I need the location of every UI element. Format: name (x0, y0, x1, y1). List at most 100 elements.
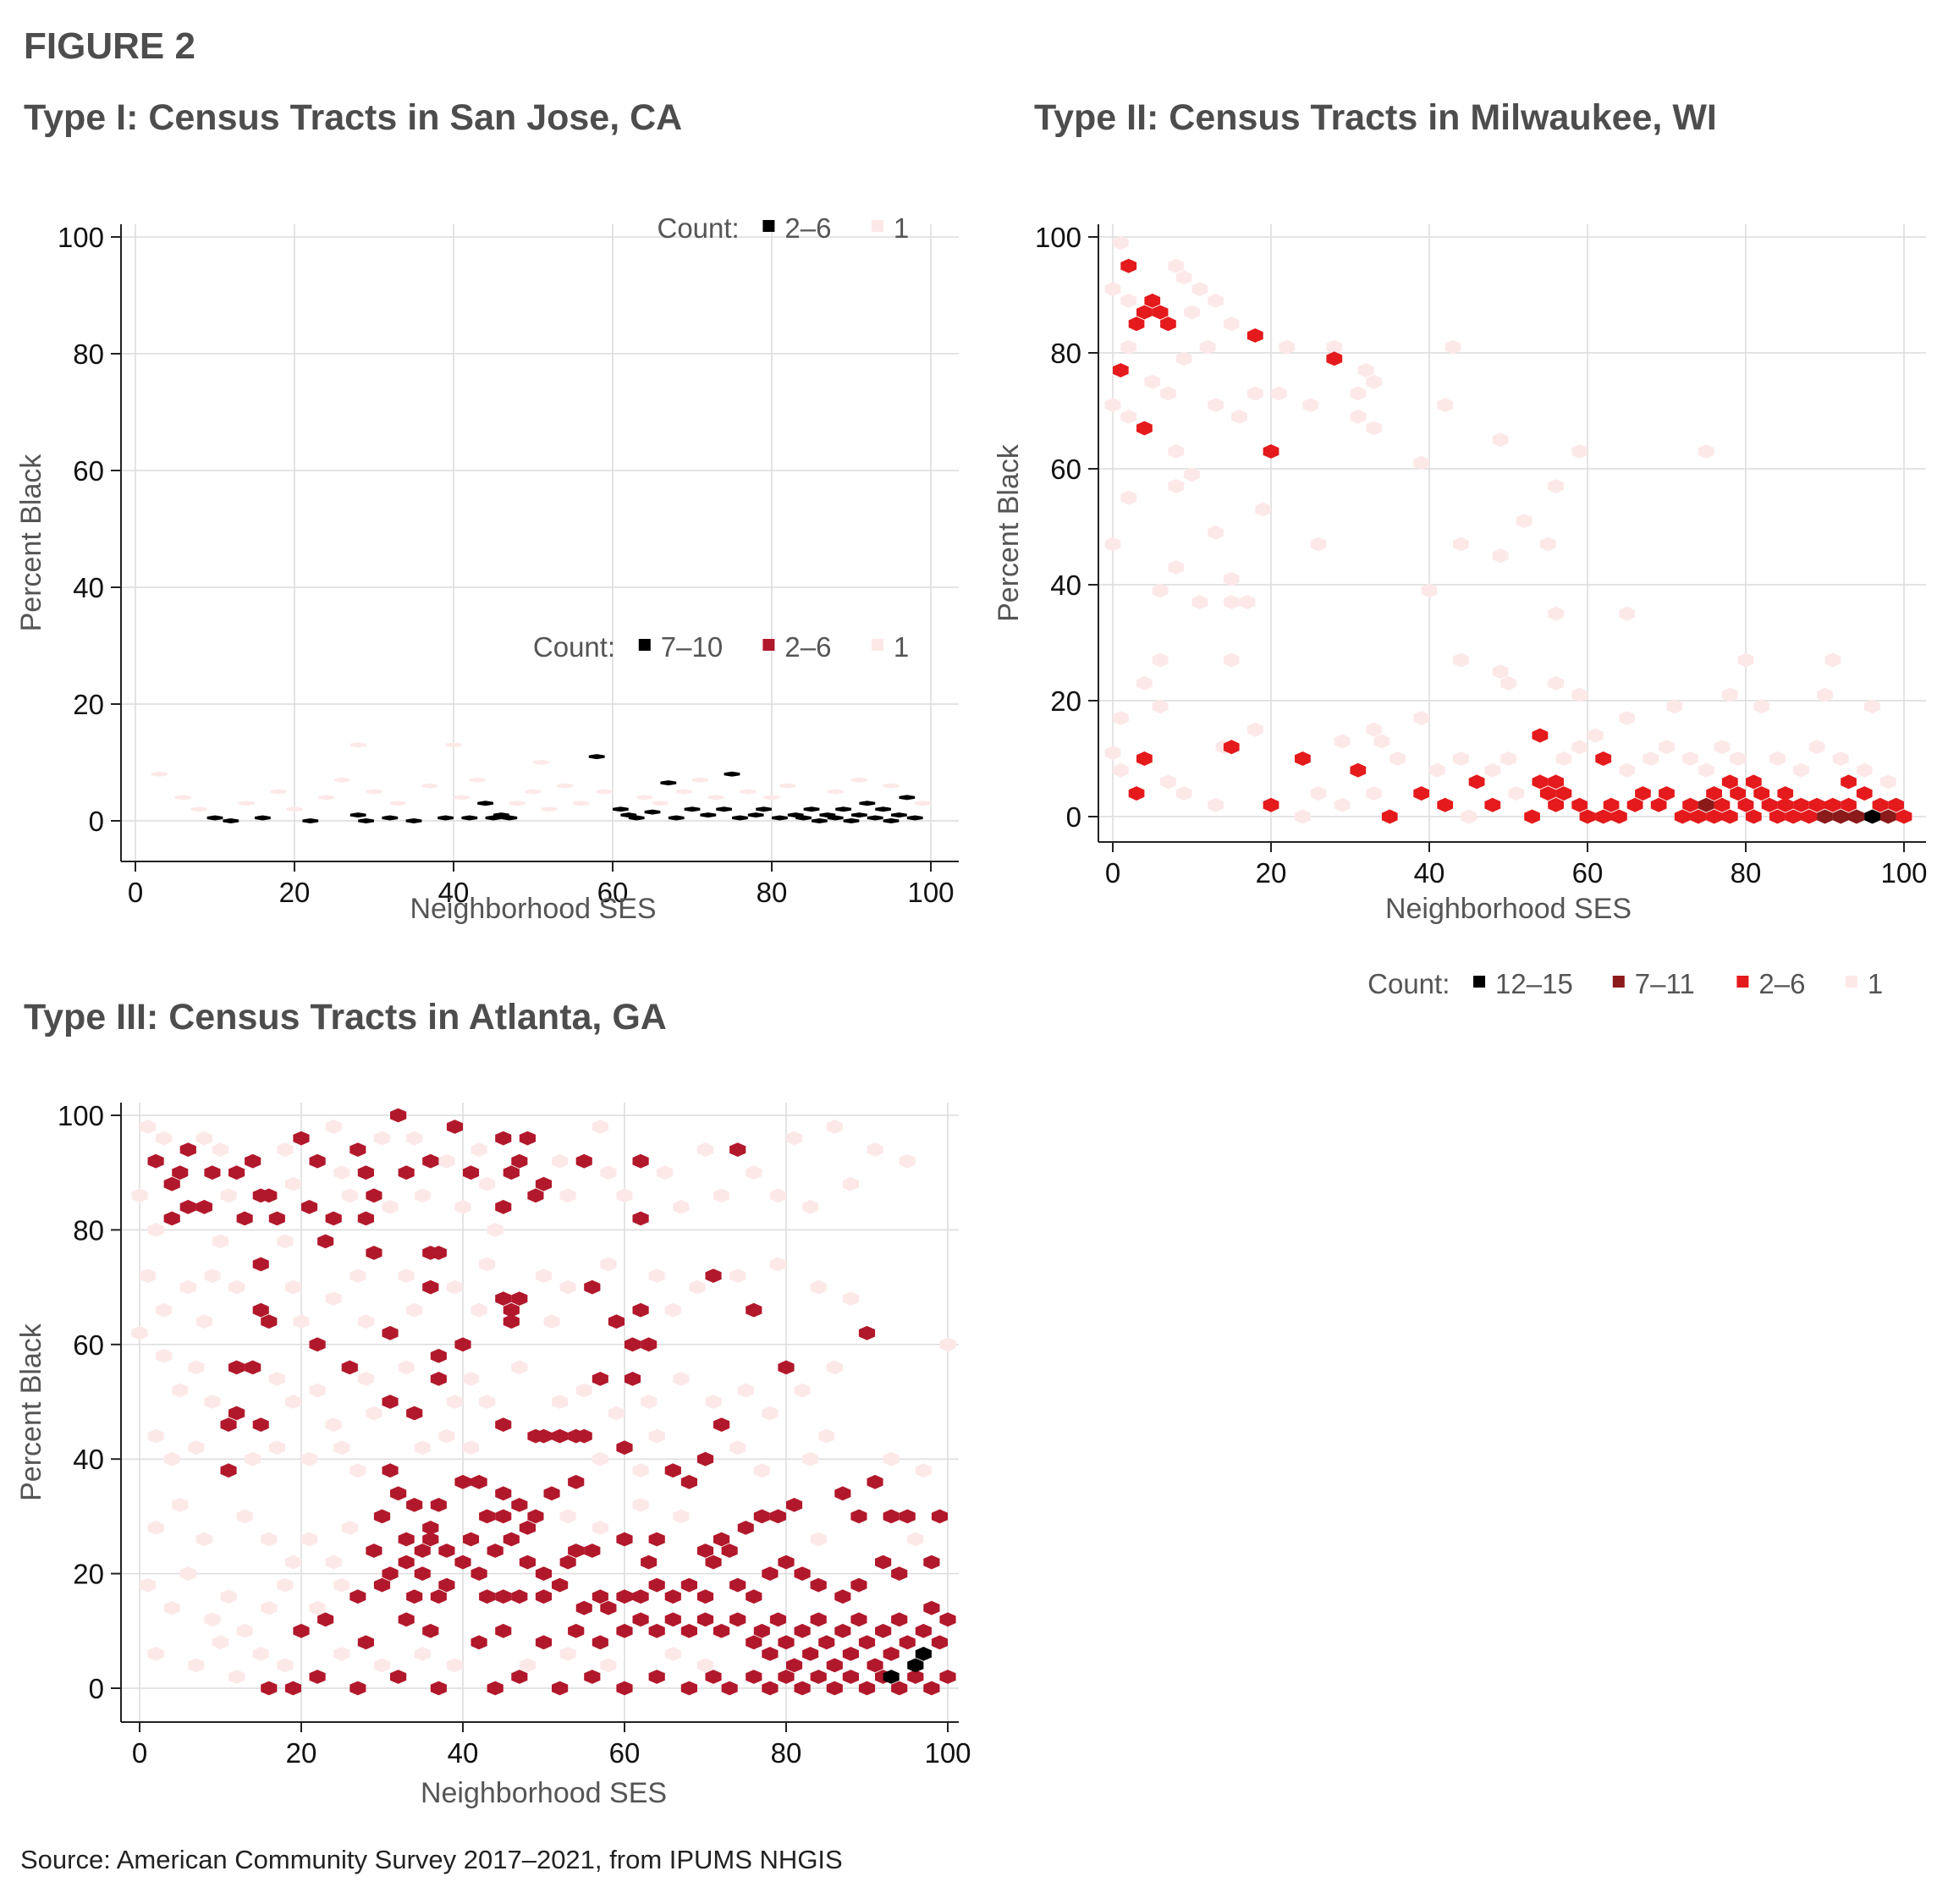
hexbin (778, 1360, 795, 1375)
hexbin (261, 1188, 278, 1203)
hexbin (325, 1211, 342, 1226)
hexbin (163, 1211, 180, 1226)
legend-label: 2–6 (1758, 968, 1805, 999)
hexbin (446, 1395, 463, 1409)
legend-label: 1 (1868, 968, 1883, 999)
hexbin (172, 1383, 189, 1398)
hexbin (875, 806, 891, 812)
hexbin (438, 1577, 455, 1593)
hexbin (140, 1120, 157, 1134)
hexbin (746, 1165, 762, 1180)
hexbin (284, 1395, 301, 1409)
hexbin (204, 1165, 221, 1180)
hexbin (802, 1199, 819, 1214)
hexbin (190, 806, 207, 812)
hexbin (1635, 786, 1651, 801)
hexbin (842, 1647, 859, 1661)
hexbin (1508, 786, 1525, 801)
hexbin (147, 1521, 164, 1535)
hexbin (1453, 751, 1469, 766)
hexbin (721, 1681, 738, 1696)
y-tick-label: 100 (58, 1100, 104, 1131)
hexbin (511, 1360, 528, 1375)
x-tick-label: 0 (128, 877, 143, 908)
hexbin (325, 1417, 342, 1432)
hexbin (891, 1566, 908, 1581)
hexbin (1595, 751, 1612, 766)
hexbin (382, 1395, 399, 1409)
hexbin (899, 1509, 916, 1524)
hexbin (575, 1383, 592, 1398)
hexbin (438, 1153, 455, 1169)
hexbin (220, 1417, 237, 1432)
hexbin (140, 1577, 157, 1593)
hexbin (818, 1428, 835, 1444)
hexbin (1571, 687, 1588, 702)
hexbin (923, 1681, 940, 1696)
hexbin (477, 801, 493, 806)
hexbin (1223, 595, 1240, 609)
hexbin (592, 1521, 608, 1535)
hexbin (239, 801, 255, 806)
hexbin (1674, 809, 1691, 824)
hexbin (1548, 676, 1564, 691)
x-axis-title: Neighborhood SES (1385, 893, 1632, 925)
hexbin (834, 1486, 851, 1501)
hexbin (1223, 652, 1240, 668)
hexbin (1555, 786, 1572, 801)
hexbin (284, 1555, 301, 1570)
hexbin (406, 1302, 423, 1318)
hexbin (592, 1635, 608, 1650)
axes: 0 20 40 60 80 100 0 20 40 60 80 100 (58, 1100, 971, 1769)
hexbin (293, 1623, 310, 1638)
hexbin (1295, 751, 1311, 766)
hexbin (575, 1153, 592, 1169)
hexbin (1777, 786, 1794, 801)
hexbin (349, 1589, 366, 1604)
hexbin (1643, 751, 1659, 766)
x-tick-label: 100 (1880, 857, 1927, 889)
hexbin (479, 1509, 496, 1524)
hexbin (495, 1417, 512, 1432)
hexbin (1104, 537, 1121, 552)
hexbin (1413, 455, 1429, 470)
hexbin (891, 1681, 908, 1696)
hexbin (1532, 774, 1549, 790)
hexbin (1753, 699, 1770, 714)
hexbin (616, 1532, 633, 1547)
hexbin (729, 1142, 746, 1157)
hexbin (454, 795, 470, 801)
hexbin (826, 1681, 843, 1696)
hexbin (707, 795, 724, 801)
hexbin (616, 1440, 633, 1456)
hexbin (220, 1188, 237, 1203)
hexbin (175, 795, 191, 801)
hexbin (867, 1142, 883, 1157)
hexbin (778, 1670, 795, 1684)
hexbin (430, 1498, 447, 1512)
gridlines (1098, 224, 1926, 842)
legend-swatch (871, 220, 883, 232)
hexbin (261, 1681, 278, 1696)
hexbin (1168, 560, 1185, 575)
hexbin (503, 1165, 520, 1180)
hexbin (1595, 809, 1612, 824)
hexbin (641, 1395, 658, 1409)
hexbin (163, 1451, 180, 1467)
x-tick-label: 0 (132, 1737, 147, 1769)
hexbin (223, 818, 239, 823)
hexbin (414, 1188, 431, 1203)
hexbin (1168, 479, 1185, 493)
hexbin (1136, 421, 1153, 436)
y-tick-label: 100 (1035, 222, 1081, 253)
hexbin (195, 1199, 212, 1214)
hexbin (277, 1142, 294, 1157)
hexbin (204, 1395, 221, 1409)
hexbin (495, 1623, 512, 1638)
hexbin (746, 1635, 762, 1650)
hexbin (552, 1153, 569, 1169)
hexbin (859, 801, 876, 806)
hexbin (163, 1600, 180, 1615)
hexbin (382, 1463, 399, 1478)
hexbin (286, 806, 303, 812)
